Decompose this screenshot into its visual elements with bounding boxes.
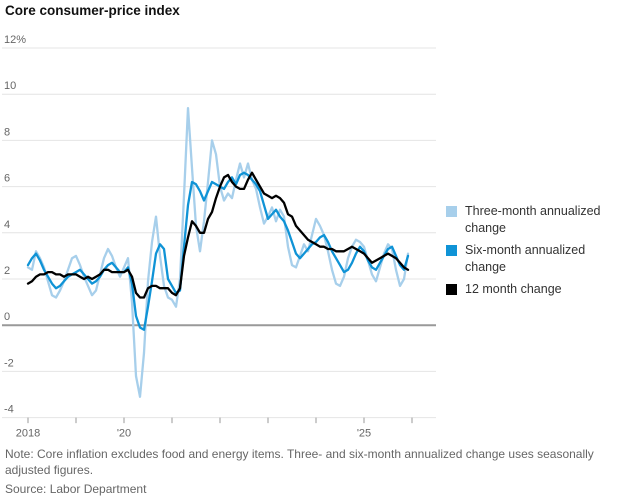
y-axis-label: 8 — [4, 126, 10, 138]
legend-label-three-month: Three-month annualized change — [465, 204, 601, 235]
x-axis-label: '20 — [117, 428, 131, 440]
y-axis-label: 0 — [4, 311, 10, 323]
y-axis-label: 6 — [4, 173, 10, 185]
legend-label-twelve-month: 12 month change — [465, 282, 562, 296]
legend-label-six-month: Six-month annualized change — [465, 243, 586, 274]
legend-item-twelve-month: 12 month change — [446, 281, 618, 298]
x-axis-label: 2018 — [16, 428, 40, 440]
y-axis-label: 12% — [4, 34, 26, 46]
y-axis-label: 2 — [4, 265, 10, 277]
footnote: Note: Core inflation excludes food and e… — [5, 447, 594, 477]
legend-swatch-three-month — [446, 206, 457, 217]
y-axis-label: -2 — [4, 357, 14, 369]
y-axis-label: -4 — [4, 404, 14, 416]
y-axis-label: 4 — [4, 219, 10, 231]
legend-item-three-month: Three-month annualized change — [446, 203, 618, 237]
chart-title: Core consumer-price index — [5, 3, 180, 18]
legend-item-six-month: Six-month annualized change — [446, 242, 618, 276]
series-line-three-month — [26, 106, 410, 398]
legend: Three-month annualized change Six-month … — [446, 203, 618, 303]
legend-swatch-six-month — [446, 245, 457, 256]
series-line-twelve-month — [26, 171, 410, 299]
y-axis-label: 10 — [4, 80, 16, 92]
source-line: Source: Labor Department — [5, 482, 147, 496]
legend-swatch-twelve-month — [446, 284, 457, 295]
series-line-six-month — [26, 171, 410, 331]
x-axis-label: '25 — [357, 428, 371, 440]
